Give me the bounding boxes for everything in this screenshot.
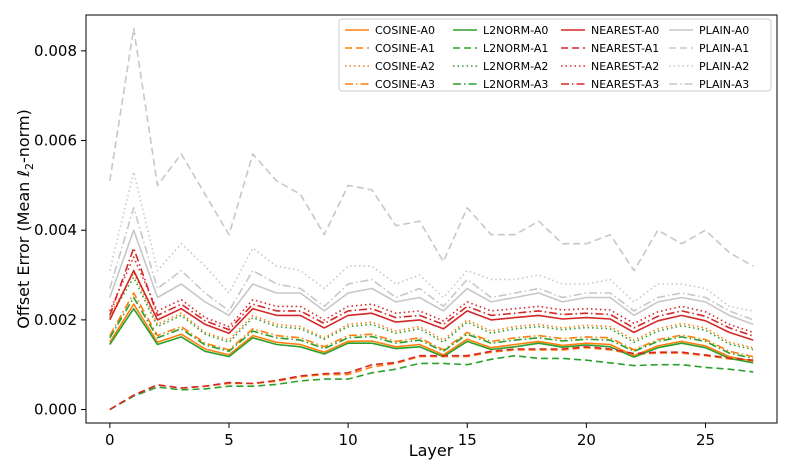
series-line-l2norm-a2	[109, 276, 754, 351]
x-tick-label: 10	[339, 431, 358, 449]
x-tick-label: 0	[105, 431, 115, 449]
y-axis-ticks: 0.000 0.002 0.004 0.006 0.008	[34, 42, 86, 419]
series-line-cosine-a2	[109, 271, 754, 349]
y-axis-label-subscript: 2	[23, 163, 36, 170]
y-axis-label-part-2: -norm)	[14, 109, 33, 163]
y-tick-label: 0.002	[34, 311, 77, 329]
series-line-l2norm-a0	[109, 307, 754, 364]
legend-label: COSINE-A2	[375, 60, 435, 73]
legend-label: NEAREST-A1	[591, 42, 659, 55]
legend-label: L2NORM-A1	[483, 42, 548, 55]
x-axis-label: Layer	[409, 441, 454, 460]
x-tick-label: 15	[458, 431, 477, 449]
series-line-l2norm-a1	[109, 354, 754, 411]
x-tick-label: 5	[224, 431, 234, 449]
legend-label: COSINE-A3	[375, 78, 435, 91]
x-tick-label: 20	[577, 431, 596, 449]
series-line-plain-a1	[109, 27, 754, 272]
series-line-plain-a0	[109, 229, 754, 326]
series-line-nearest-a1	[109, 345, 754, 411]
y-tick-label: 0.004	[34, 221, 77, 239]
legend-label: L2NORM-A3	[483, 78, 548, 91]
series-line-cosine-a0	[109, 303, 754, 362]
series-line-cosine-a3	[109, 292, 754, 358]
legend-label: COSINE-A1	[375, 42, 435, 55]
y-axis-label: Offset Error (Mean ℓ2-norm)	[14, 109, 36, 329]
legend-label: NEAREST-A0	[591, 24, 659, 37]
y-tick-label: 0.008	[34, 42, 77, 60]
y-tick-label: 0.000	[34, 401, 77, 419]
y-axis-label-ell: ℓ	[14, 170, 33, 178]
x-tick-label: 25	[696, 431, 715, 449]
legend-label: L2NORM-A0	[483, 24, 548, 37]
series-line-nearest-a2	[109, 256, 754, 334]
series-layer	[109, 27, 754, 411]
y-axis-label-part-1: Offset Error (Mean	[14, 177, 33, 329]
y-tick-label: 0.006	[34, 132, 77, 150]
legend-label: PLAIN-A2	[699, 60, 749, 73]
legend-box	[338, 18, 772, 92]
legend-label: L2NORM-A2	[483, 60, 548, 73]
x-axis-ticks: 0 5 10 15 20 25	[105, 423, 715, 449]
plot-frame	[85, 14, 778, 424]
legend-label: PLAIN-A0	[699, 24, 749, 37]
legend-label: NEAREST-A3	[591, 78, 659, 91]
series-line-l2norm-a3	[109, 296, 754, 360]
legend-label: NEAREST-A2	[591, 60, 659, 73]
legend-label: PLAIN-A3	[699, 78, 749, 91]
series-line-plain-a3	[109, 207, 754, 321]
series-line-nearest-a0	[109, 269, 754, 341]
legend-label: PLAIN-A1	[699, 42, 749, 55]
legend: COSINE-A0 COSINE-A1 COSINE-A2 COSINE-A3 L2NO…	[338, 18, 772, 92]
legend-label: COSINE-A0	[375, 24, 435, 37]
